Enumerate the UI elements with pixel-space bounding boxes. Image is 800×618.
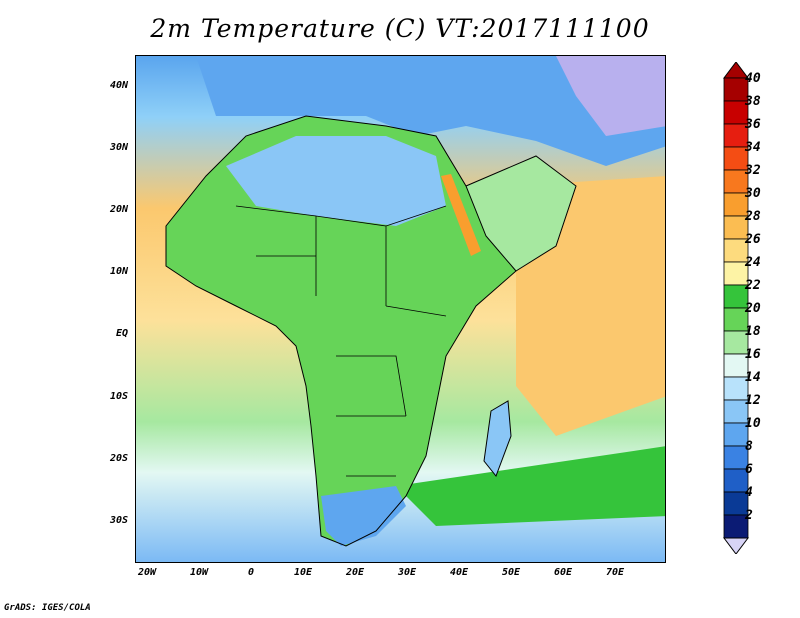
map-canvas xyxy=(136,56,665,562)
colorbar-label: 34 xyxy=(745,140,761,155)
lon-label-20w: 20W xyxy=(137,567,157,578)
lat-label-20s: 20S xyxy=(109,453,128,464)
grads-credit: GrADS: IGES/COLA xyxy=(4,603,91,613)
madagascar-coastline xyxy=(483,400,512,477)
lat-label-30s: 30S xyxy=(109,515,128,526)
africa-coastline xyxy=(165,115,517,547)
colorbar-label: 4 xyxy=(745,485,753,500)
eurasia-land xyxy=(196,56,665,166)
colorbar-label: 10 xyxy=(745,416,761,431)
colorbar-label: 16 xyxy=(745,347,761,362)
madagascar-land xyxy=(484,401,511,476)
colorbar-label: 36 xyxy=(745,117,761,132)
lon-label-10e: 10E xyxy=(293,567,313,578)
southern-ocean-band xyxy=(396,446,665,526)
lon-label-10w: 10W xyxy=(189,567,209,578)
colorbar-label: 8 xyxy=(745,439,753,454)
lat-label-20n: 20N xyxy=(109,204,128,215)
colorbar-label: 18 xyxy=(745,324,761,339)
lon-label-0: 0 xyxy=(247,567,255,578)
lat-label-30n: 30N xyxy=(109,142,128,153)
lon-label-40e: 40E xyxy=(449,567,469,578)
map-title: 2m Temperature (C) VT:2017111100 xyxy=(150,14,650,43)
colorbar-label: 20 xyxy=(745,301,761,316)
lat-label-40n: 40N xyxy=(109,80,128,91)
lon-label-30e: 30E xyxy=(397,567,417,578)
colorbar-label: 14 xyxy=(745,370,761,385)
colorbar-bottom-arrow xyxy=(723,537,749,554)
arabia-land xyxy=(466,156,576,271)
country-borders xyxy=(235,205,447,477)
lon-label-50e: 50E xyxy=(501,567,521,578)
sahara-cool-area xyxy=(226,136,446,226)
colorbar-label: 28 xyxy=(745,209,761,224)
colorbar-label: 32 xyxy=(745,163,761,178)
colorbar xyxy=(723,62,749,554)
colorbar-label: 12 xyxy=(745,393,761,408)
lon-label-70e: 70E xyxy=(605,567,625,578)
temperature-map xyxy=(135,55,666,563)
colorbar-label: 22 xyxy=(745,278,761,293)
lat-label-10s: 10S xyxy=(109,391,128,402)
red-sea-warm xyxy=(441,174,481,256)
colorbar-label: 26 xyxy=(745,232,761,247)
colorbar-label: 2 xyxy=(745,508,753,523)
colorbar-label: 6 xyxy=(745,462,753,477)
colorbar-label: 38 xyxy=(745,94,761,109)
asia-cold-area xyxy=(556,56,665,136)
arabia-coastline xyxy=(465,155,577,272)
lon-label-20e: 20E xyxy=(345,567,365,578)
lat-label-eq: EQ xyxy=(115,328,128,339)
lon-label-60e: 60E xyxy=(553,567,573,578)
africa-land xyxy=(166,116,516,546)
lat-label-10n: 10N xyxy=(109,266,128,277)
colorbar-label: 24 xyxy=(745,255,761,270)
colorbar-label: 30 xyxy=(745,186,761,201)
southern-africa-cool xyxy=(321,486,406,546)
colorbar-label: 40 xyxy=(745,71,761,86)
